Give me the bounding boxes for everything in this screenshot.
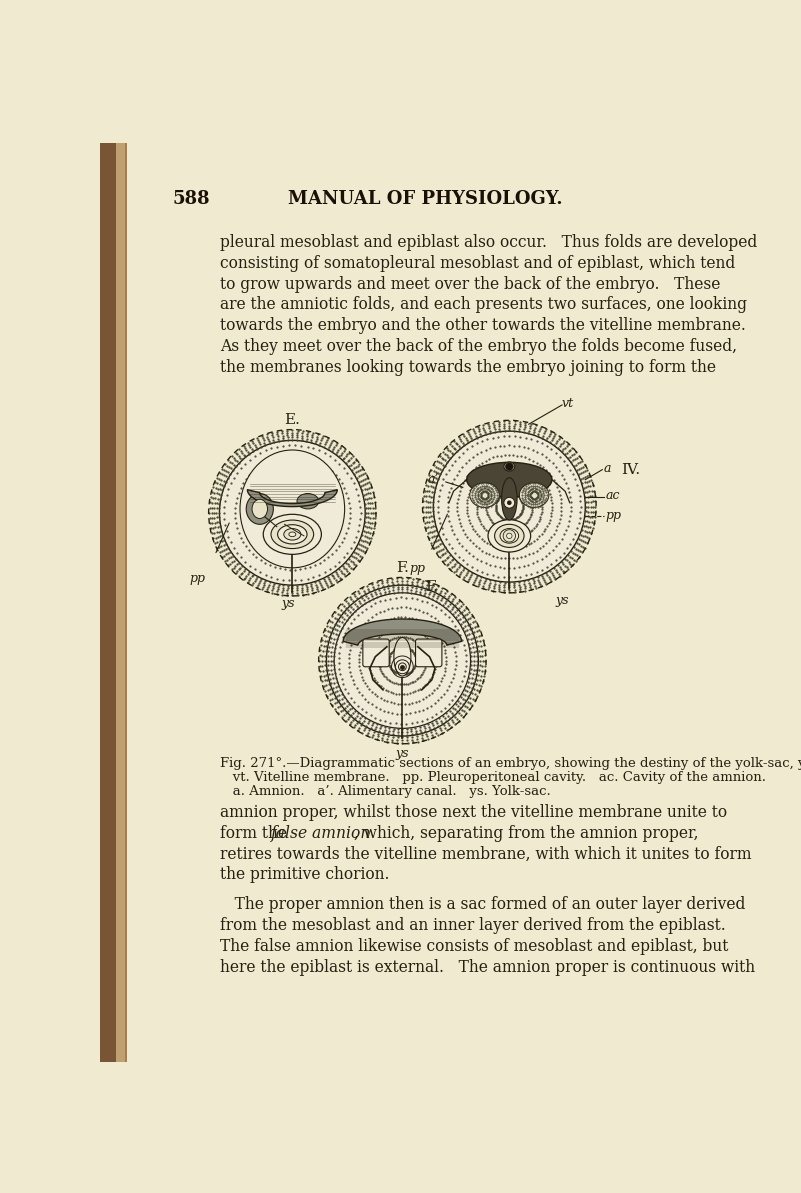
Ellipse shape — [264, 514, 321, 555]
Text: IV.: IV. — [621, 463, 640, 477]
Text: to grow upwards and meet over the back of the embryo.   These: to grow upwards and meet over the back o… — [220, 276, 721, 292]
Circle shape — [334, 593, 470, 729]
Text: false amnion: false amnion — [271, 824, 371, 841]
Text: the membranes looking towards the embryo joining to form the: the membranes looking towards the embryo… — [220, 359, 716, 376]
Ellipse shape — [271, 520, 314, 549]
Text: a: a — [604, 462, 611, 475]
Text: F.: F. — [425, 581, 438, 594]
Circle shape — [221, 441, 364, 583]
Ellipse shape — [284, 528, 301, 540]
Text: pp: pp — [409, 562, 425, 575]
Text: The proper amnion then is a sac formed of an outer layer derived: The proper amnion then is a sac formed o… — [220, 896, 746, 913]
Text: , which, separating from the amnion proper,: , which, separating from the amnion prop… — [354, 824, 698, 841]
Ellipse shape — [246, 494, 273, 524]
Circle shape — [219, 440, 365, 585]
Bar — [125, 143, 127, 1062]
Text: retires towards the vitelline membrane, with which it unites to form: retires towards the vitelline membrane, … — [220, 846, 752, 863]
Circle shape — [504, 497, 515, 508]
Polygon shape — [343, 619, 461, 645]
Text: ys: ys — [556, 594, 570, 607]
Ellipse shape — [252, 500, 268, 519]
Ellipse shape — [289, 532, 296, 537]
Circle shape — [503, 530, 516, 542]
Text: a’: a’ — [428, 474, 440, 487]
Ellipse shape — [488, 520, 530, 552]
Ellipse shape — [519, 483, 549, 507]
Ellipse shape — [467, 463, 552, 497]
Text: F.: F. — [396, 561, 409, 575]
Text: ac: ac — [606, 489, 620, 501]
Bar — [100, 143, 115, 1062]
Text: pp: pp — [606, 509, 622, 523]
FancyBboxPatch shape — [363, 639, 389, 667]
Text: vt. Vitelline membrane.   pp. Pleuroperitoneal cavity.   ac. Cavity of the amnio: vt. Vitelline membrane. pp. Pleuroperito… — [220, 771, 767, 784]
Ellipse shape — [394, 637, 411, 676]
Circle shape — [327, 585, 478, 736]
Text: ys: ys — [396, 747, 409, 760]
Ellipse shape — [500, 528, 518, 543]
Circle shape — [506, 533, 512, 538]
Text: amnion proper, whilst those next the vitelline membrane unite to: amnion proper, whilst those next the vit… — [220, 804, 727, 821]
Text: As they meet over the back of the embryo the folds become fused,: As they meet over the back of the embryo… — [220, 338, 737, 356]
FancyBboxPatch shape — [416, 639, 442, 667]
Circle shape — [507, 500, 512, 505]
Text: here the epiblast is external.   The amnion proper is continuous with: here the epiblast is external. The amnio… — [220, 959, 755, 976]
Text: form the: form the — [220, 824, 292, 841]
Circle shape — [433, 431, 586, 582]
Text: a. Amnion.   a’. Alimentary canal.   ys. Yolk-sac.: a. Amnion. a’. Alimentary canal. ys. Yol… — [220, 785, 551, 798]
Text: E.: E. — [284, 413, 300, 427]
Circle shape — [435, 433, 584, 581]
Ellipse shape — [501, 477, 517, 520]
Text: The false amnion likewise consists of mesoblast and epiblast, but: The false amnion likewise consists of me… — [220, 938, 729, 954]
Bar — [115, 143, 125, 1062]
Ellipse shape — [297, 494, 319, 509]
Text: vt: vt — [562, 397, 574, 410]
Circle shape — [505, 463, 513, 470]
Text: towards the embryo and the other towards the vitelline membrane.: towards the embryo and the other towards… — [220, 317, 746, 334]
Ellipse shape — [278, 525, 307, 544]
Text: the primitive chorion.: the primitive chorion. — [220, 866, 390, 883]
Text: pp: pp — [190, 573, 206, 586]
Text: pleural mesoblast and epiblast also occur.   Thus folds are developed: pleural mesoblast and epiblast also occu… — [220, 234, 758, 251]
Polygon shape — [248, 489, 337, 507]
Ellipse shape — [504, 462, 515, 471]
Text: are the amniotic folds, and each presents two surfaces, one looking: are the amniotic folds, and each present… — [220, 296, 747, 314]
Text: MANUAL OF PHYSIOLOGY.: MANUAL OF PHYSIOLOGY. — [288, 190, 563, 208]
Text: consisting of somatopleural mesoblast and of epiblast, which tend: consisting of somatopleural mesoblast an… — [220, 255, 735, 272]
Ellipse shape — [240, 450, 344, 568]
Text: Fig. 271°.—Diagrammatic sections of an embryo, showing the destiny of the yolk-s: Fig. 271°.—Diagrammatic sections of an e… — [220, 756, 801, 769]
Text: ys: ys — [282, 598, 296, 610]
Ellipse shape — [494, 524, 524, 548]
Circle shape — [336, 594, 469, 727]
Ellipse shape — [470, 483, 499, 507]
Text: from the mesoblast and an inner layer derived from the epiblast.: from the mesoblast and an inner layer de… — [220, 917, 726, 934]
Text: 588: 588 — [173, 190, 211, 208]
